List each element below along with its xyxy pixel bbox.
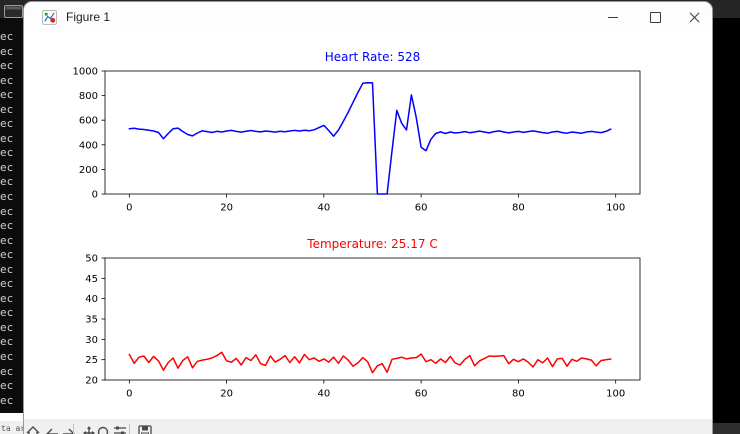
forward-arrow-icon [63, 428, 75, 434]
chart-title: Temperature: 25.17 C [306, 237, 437, 251]
window-title: Figure 1 [66, 10, 111, 24]
y-tick-label: 25 [85, 355, 98, 366]
x-tick-label: 80 [512, 203, 525, 214]
terminal-line: ec [0, 320, 14, 334]
minimize-button[interactable] [592, 2, 634, 32]
terminal-line: ec [0, 393, 14, 407]
maximize-button[interactable] [634, 2, 676, 32]
x-tick-label: 80 [512, 389, 525, 400]
x-tick-label: 100 [606, 203, 625, 214]
x-tick-label: 100 [606, 389, 625, 400]
toolbar-separator [73, 424, 74, 434]
y-tick-label: 1000 [73, 67, 98, 78]
x-tick-label: 60 [415, 389, 428, 400]
pan-icon [83, 426, 95, 434]
y-tick-label: 600 [79, 116, 98, 127]
y-tick-label: 20 [85, 376, 98, 387]
terminal-line: ec [0, 350, 14, 364]
y-tick-label: 200 [79, 165, 98, 176]
figure-titlebar[interactable]: Figure 1 [24, 2, 712, 32]
y-tick-label: 30 [85, 335, 98, 346]
axes-box [104, 257, 641, 381]
terminal-line: ec [0, 204, 14, 218]
terminal-line: ec [0, 102, 14, 116]
x-tick-label: 20 [220, 203, 233, 214]
y-tick-label: 800 [79, 91, 98, 102]
save-icon [138, 425, 152, 434]
terminal-line: ec [0, 30, 14, 43]
y-tick-label: 50 [85, 254, 98, 265]
matplotlib-icon [42, 9, 57, 25]
toolbar-separator [129, 424, 130, 434]
home-icon [26, 426, 40, 434]
sliders-icon [114, 426, 126, 434]
terminal-line: ec [0, 277, 14, 291]
data-line [128, 81, 612, 195]
pan-button[interactable] [81, 424, 98, 434]
subplot: 0 20 40 60 80 100 20 25 30 35 40 45 50 Temperature: 2… [85, 237, 641, 400]
terminal-line: ec [0, 175, 14, 189]
console-window-icon[interactable] [4, 3, 23, 18]
terminal-line: ec [0, 73, 14, 87]
terminal-line: ec [0, 88, 14, 102]
terminal-line: ec [0, 262, 14, 276]
data-line [128, 351, 612, 374]
terminal-line: ec [0, 131, 14, 145]
back-arrow-icon [46, 428, 58, 434]
y-tick-label: 0 [92, 190, 98, 201]
x-tick-label: 0 [126, 389, 132, 400]
chart-title: Heart Rate: 528 [325, 50, 421, 64]
close-button[interactable] [676, 2, 712, 32]
terminal-line: ec [0, 160, 14, 174]
save-button[interactable] [137, 424, 154, 434]
terminal-line: ec [0, 190, 14, 204]
x-tick-label: 40 [317, 203, 330, 214]
terminal-line: ec [0, 248, 14, 262]
configure-subplots-button[interactable] [112, 424, 129, 434]
terminal-line: ec [0, 233, 14, 247]
terminal-line: ec [0, 219, 14, 233]
close-icon [689, 12, 700, 23]
terminal-text-fragment: ta ar [1, 424, 26, 433]
forward-button[interactable] [61, 424, 78, 434]
figure-window: 0 20 40 60 80 100 0 200 400 600 800 1000 Heart Rate:… [24, 2, 712, 434]
desktop-bottom-right [712, 423, 740, 434]
back-button[interactable] [44, 424, 61, 434]
zoom-button[interactable] [96, 424, 113, 434]
home-button[interactable] [25, 424, 42, 434]
terminal-line: ec [0, 59, 14, 73]
terminal-window[interactable]: ec ec ec ec ec ec ec ec ec ec ec ec ec ec ec ec ec ec ec ec… [0, 18, 27, 414]
x-tick-label: 40 [317, 389, 330, 400]
window-controls [592, 2, 712, 32]
x-tick-label: 0 [126, 203, 132, 214]
terminal-line: ec [0, 146, 14, 160]
y-tick-label: 400 [79, 140, 98, 151]
terminal-icon [4, 5, 23, 18]
magnifier-icon [97, 426, 109, 434]
maximize-icon [649, 11, 661, 23]
y-tick-label: 40 [85, 294, 98, 305]
y-tick-label: 35 [85, 315, 98, 326]
terminal-line: ec [0, 306, 14, 320]
y-tick-label: 45 [85, 274, 98, 285]
x-tick-label: 60 [415, 203, 428, 214]
terminal-line: ec [0, 291, 14, 305]
terminal-line: ec [0, 335, 14, 349]
terminal-line: ec [0, 364, 14, 378]
x-tick-label: 20 [220, 389, 233, 400]
terminal-line: ec [0, 379, 14, 393]
terminal-line: ec [0, 44, 14, 58]
mpl-toolbar [24, 419, 712, 434]
minimize-icon [608, 16, 618, 18]
terminal-line: ec [0, 117, 14, 131]
